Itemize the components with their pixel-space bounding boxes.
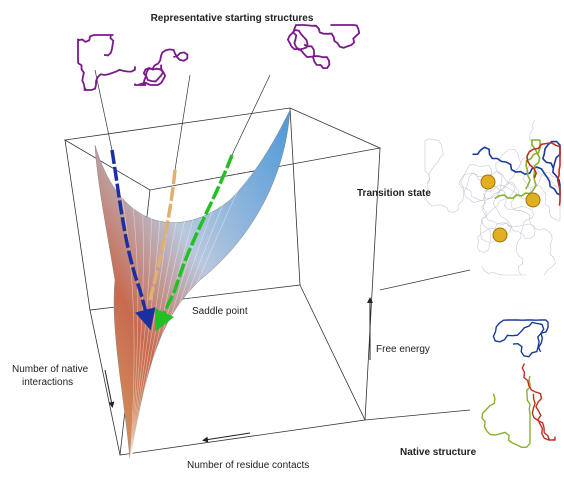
path-green <box>154 154 234 332</box>
native-interactions-label: interactions <box>22 377 73 388</box>
protein <box>492 319 549 358</box>
mesh-line <box>129 137 144 461</box>
contacts-arrow <box>202 432 251 443</box>
saddle-label: Saddle point <box>192 306 248 317</box>
atom <box>492 227 508 243</box>
mesh-line <box>129 127 193 461</box>
transition-label: Transition state <box>357 188 431 199</box>
leader-lines <box>94 69 471 421</box>
protein <box>286 24 361 70</box>
mesh-line <box>129 119 235 461</box>
protein <box>481 375 531 449</box>
protein <box>463 173 535 276</box>
funnel <box>94 109 291 461</box>
native-arrow <box>104 369 115 408</box>
atom <box>525 192 541 208</box>
contacts-label: Number of residue contacts <box>187 460 309 471</box>
protein <box>521 363 556 441</box>
mesh-line <box>129 114 263 461</box>
mesh-line <box>122 139 139 461</box>
energy-label: Free energy <box>376 344 430 355</box>
path-tan <box>148 169 177 301</box>
title: Representative starting structures <box>151 13 314 24</box>
protein <box>472 140 561 197</box>
protein <box>526 141 561 206</box>
protein <box>424 138 492 213</box>
path-blue <box>110 149 156 331</box>
protein <box>77 34 136 91</box>
native-label: Native structure <box>400 447 477 458</box>
mesh-line <box>129 129 179 461</box>
native-interactions-label: Number of native <box>12 364 89 375</box>
mesh-line <box>129 122 221 461</box>
mesh-line <box>129 124 207 461</box>
mesh-line <box>129 134 153 461</box>
protein <box>134 48 189 86</box>
atom <box>480 174 496 190</box>
mesh-line <box>129 112 277 461</box>
